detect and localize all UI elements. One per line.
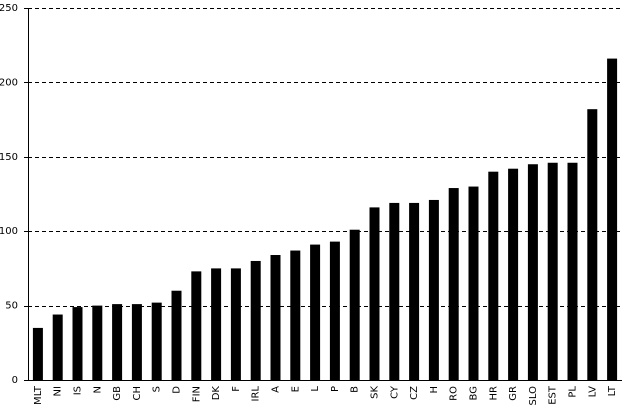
x-tick-label: NI bbox=[53, 386, 64, 396]
x-tick-label: LT bbox=[607, 385, 618, 396]
bar bbox=[409, 202, 420, 380]
bar bbox=[112, 304, 123, 380]
x-tick-label: FIN bbox=[191, 386, 202, 402]
y-tick-label: 50 bbox=[5, 301, 18, 312]
x-tick-label: HR bbox=[488, 386, 499, 401]
x-tick-label: IS bbox=[73, 386, 84, 395]
y-tick-label: 150 bbox=[0, 152, 18, 163]
x-tick-label: A bbox=[271, 386, 282, 393]
x-tick-label: CY bbox=[389, 385, 400, 399]
x-tick-label: IRL bbox=[251, 386, 262, 402]
bar bbox=[349, 229, 360, 380]
x-tick-label: MLT bbox=[33, 385, 44, 405]
x-tick-label: PL bbox=[568, 386, 579, 398]
y-tick-label: 0 bbox=[12, 375, 18, 386]
bar bbox=[211, 268, 222, 380]
x-tick-label: EST bbox=[548, 385, 559, 405]
bar bbox=[607, 58, 618, 380]
bar bbox=[587, 109, 598, 381]
x-tick-label: F bbox=[231, 386, 242, 392]
x-tick-label: DK bbox=[211, 386, 222, 401]
bar bbox=[310, 244, 321, 380]
x-tick-label: B bbox=[350, 386, 361, 393]
x-tick-label: P bbox=[330, 386, 341, 392]
x-tick-label: RO bbox=[449, 386, 460, 401]
y-tick-label: 100 bbox=[0, 226, 18, 237]
x-tick-label: D bbox=[172, 386, 183, 394]
bar bbox=[508, 168, 519, 380]
x-tick-label: GR bbox=[508, 386, 519, 401]
bar bbox=[32, 327, 43, 380]
bar bbox=[151, 302, 162, 380]
bar bbox=[369, 207, 380, 380]
bar bbox=[171, 290, 182, 380]
x-tick-label: E bbox=[290, 386, 301, 392]
bar bbox=[270, 255, 281, 380]
bar bbox=[72, 307, 83, 380]
bar bbox=[468, 186, 479, 380]
bar bbox=[230, 268, 241, 380]
bar bbox=[131, 304, 142, 380]
bar bbox=[428, 199, 439, 380]
x-tick-label: L bbox=[310, 386, 321, 392]
x-tick-label: SLO bbox=[528, 386, 539, 406]
x-tick-label: BG bbox=[469, 386, 480, 400]
bar bbox=[329, 241, 340, 380]
x-tick-label: CH bbox=[132, 386, 143, 401]
bar bbox=[52, 314, 63, 380]
x-tick-label: H bbox=[429, 386, 440, 394]
bar bbox=[191, 271, 202, 380]
x-tick-label: LV bbox=[587, 386, 598, 397]
x-tick-label: CZ bbox=[409, 386, 420, 400]
x-tick-label: GB bbox=[112, 386, 123, 401]
bar bbox=[527, 164, 538, 380]
bar bbox=[250, 260, 261, 380]
bar bbox=[547, 162, 558, 380]
y-tick-label: 200 bbox=[0, 77, 18, 88]
bar bbox=[92, 305, 103, 380]
x-tick-label: SK bbox=[370, 386, 381, 399]
bar bbox=[290, 250, 301, 380]
bar bbox=[448, 188, 459, 380]
bar bbox=[389, 202, 400, 380]
x-tick-label: N bbox=[92, 386, 103, 393]
y-tick-label: 250 bbox=[0, 3, 18, 14]
x-tick-label: S bbox=[152, 386, 163, 392]
bar bbox=[488, 171, 499, 380]
bar bbox=[567, 162, 578, 380]
